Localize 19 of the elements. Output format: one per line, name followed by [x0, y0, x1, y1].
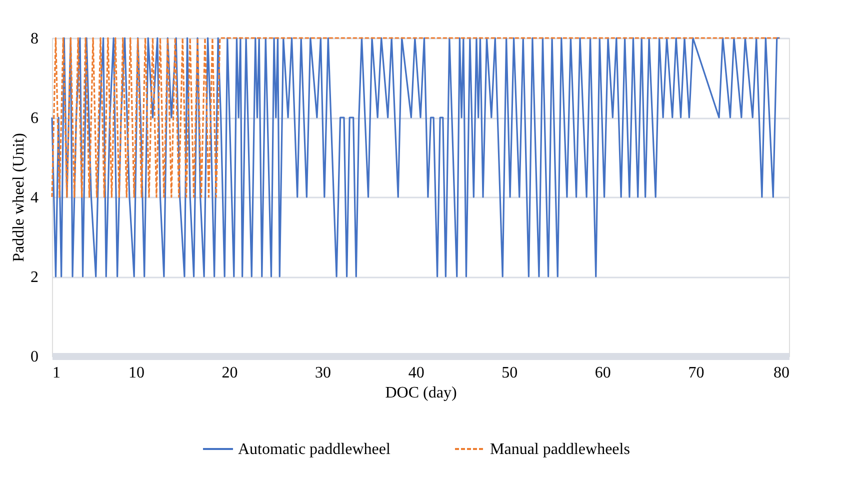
- x-tick-label: 20: [222, 364, 238, 382]
- legend-label: Manual paddlewheels: [490, 441, 630, 458]
- x-axis-title: DOC (day): [385, 384, 457, 402]
- y-tick-label: 0: [30, 348, 38, 366]
- y-axis-title: Paddle wheel (Unit): [10, 133, 28, 262]
- y-tick-label: 2: [30, 269, 38, 286]
- x-tick-label: 30: [315, 364, 332, 382]
- line-series: [51, 37, 780, 278]
- x-tick-label: 1: [52, 364, 60, 382]
- x-tick-label: 40: [408, 364, 424, 382]
- x-tick-label: 80: [774, 364, 790, 382]
- x-tick-label: 50: [502, 364, 518, 382]
- y-tick-label: 6: [30, 110, 38, 127]
- y-tick-label: 4: [30, 190, 38, 206]
- x-tick-label: 60: [594, 364, 611, 382]
- legend-label: Automatic paddlewheel: [238, 441, 391, 458]
- x-tick-label: 10: [128, 364, 144, 382]
- x-tick-label: 70: [688, 364, 704, 382]
- y-tick-label: 8: [30, 30, 38, 48]
